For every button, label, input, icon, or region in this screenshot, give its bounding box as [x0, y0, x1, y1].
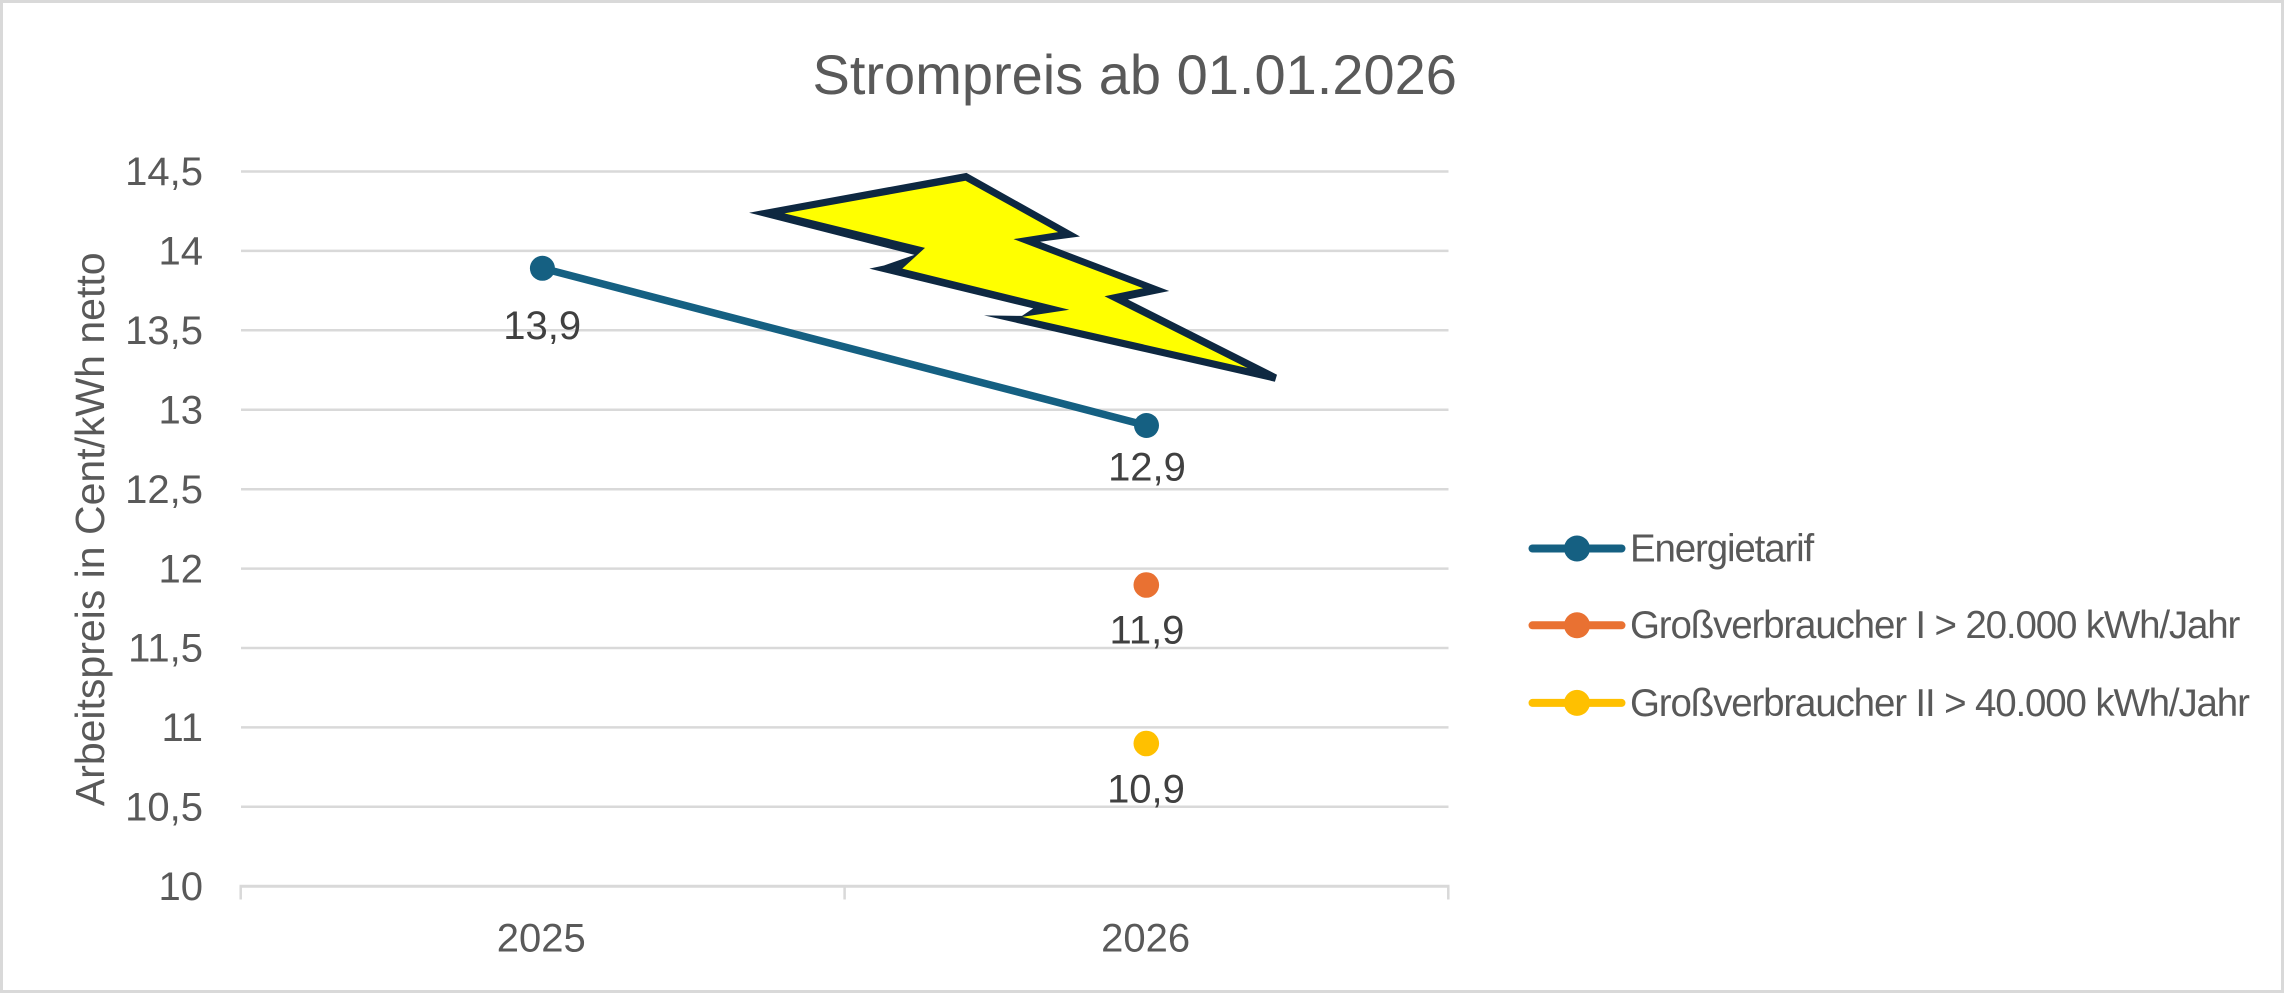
svg-text:11: 11: [161, 706, 203, 750]
svg-text:Arbeitspreis in Cent/kWh netto: Arbeitspreis in Cent/kWh netto: [67, 252, 113, 806]
svg-text:Energietarif: Energietarif: [1630, 528, 1815, 571]
svg-text:10: 10: [159, 865, 204, 909]
svg-text:11,9: 11,9: [1110, 609, 1185, 653]
svg-text:12,9: 12,9: [1108, 446, 1186, 490]
svg-text:12: 12: [159, 547, 204, 591]
svg-text:Strompreis ab 01.01.2026: Strompreis ab 01.01.2026: [812, 43, 1456, 106]
svg-text:Großverbraucher I > 20.000 kWh: Großverbraucher I > 20.000 kWh/Jahr: [1630, 604, 2241, 647]
svg-text:Großverbraucher II > 40.000 kW: Großverbraucher II > 40.000 kWh/Jahr: [1630, 682, 2250, 725]
svg-text:14,5: 14,5: [125, 150, 203, 194]
svg-text:10,9: 10,9: [1107, 768, 1185, 812]
svg-text:13,5: 13,5: [125, 309, 203, 353]
svg-text:13,9: 13,9: [503, 304, 581, 348]
svg-text:14: 14: [159, 230, 204, 274]
svg-text:10,5: 10,5: [125, 786, 203, 830]
svg-text:12,5: 12,5: [125, 468, 203, 512]
svg-text:13: 13: [159, 388, 204, 432]
svg-text:2026: 2026: [1101, 917, 1190, 961]
svg-text:11,5: 11,5: [128, 627, 203, 671]
svg-text:2025: 2025: [497, 917, 586, 961]
